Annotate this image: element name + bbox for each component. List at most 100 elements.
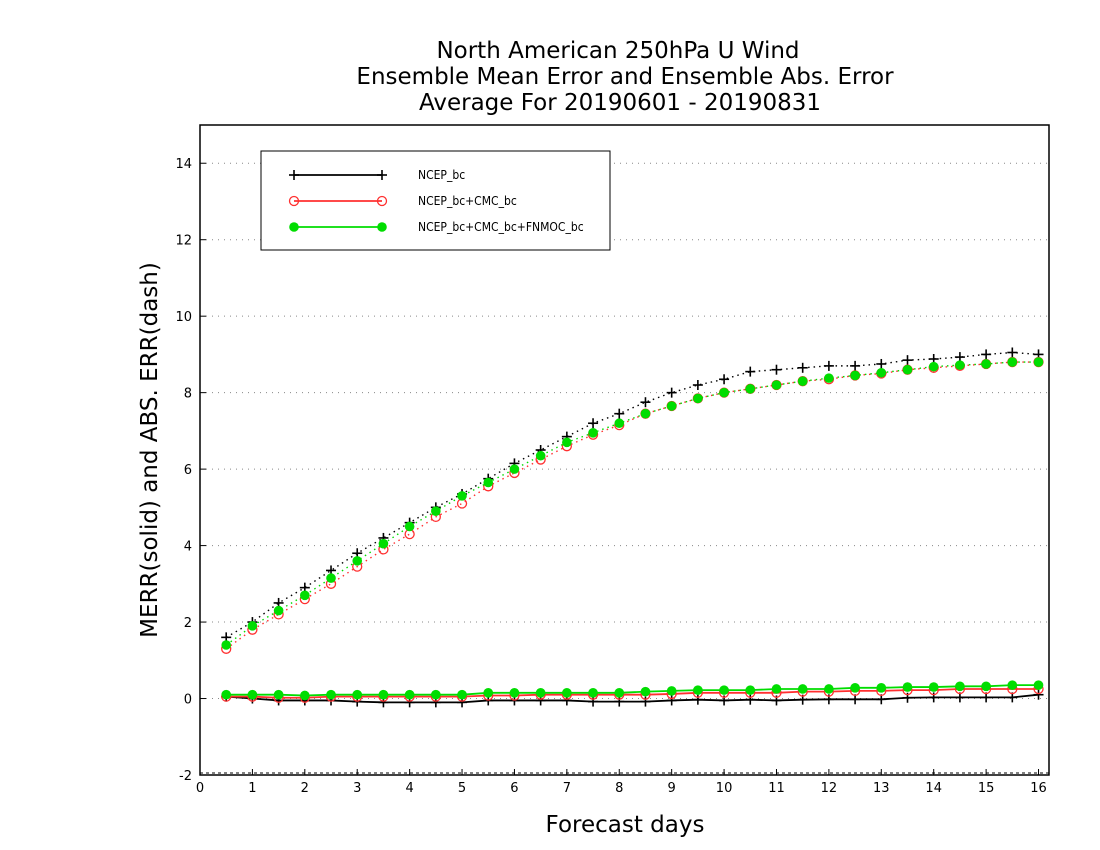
legend-item: NCEP_bc+CMC_bc+FNMOC_bc [289,220,584,234]
data-point-abs-err [719,374,730,385]
y-tick-label: 10 [175,310,192,325]
data-point-abs-err [352,556,363,566]
data-point-merr [457,689,467,700]
x-tick-label: 3 [353,781,361,796]
data-point-abs-err [823,360,834,371]
legend-marker [376,195,388,207]
data-point-abs-err [876,358,887,369]
data-point-merr [483,687,494,698]
data-point-merr [378,689,389,700]
data-point-abs-err [640,408,651,419]
y-tick-label: 6 [184,463,192,478]
data-point-merr [666,686,677,696]
legend-label: NCEP_bc+CMC_bc [418,194,517,208]
data-point-abs-err [850,370,860,381]
data-point-merr [273,689,284,700]
data-point-merr [247,689,258,700]
data-point-merr [797,684,808,694]
legend-marker [377,170,387,180]
chart-title-line-3: Average For 20190601 - 20190831 [419,90,821,116]
data-point-abs-err [562,437,572,448]
data-point-merr [614,687,625,698]
data-point-abs-err [431,506,441,516]
x-axis-ticks: 0 1 2 3 4 5 6 7 8 9 10 11 12 13 14 15 16 [196,769,1047,796]
plot-frame [199,124,1050,776]
y-tick-label: 0 [184,693,192,708]
data-point-abs-err [300,590,310,601]
legend-marker [288,195,300,207]
data-point-abs-err [326,573,336,583]
x-tick-label: 2 [301,781,309,796]
data-point-abs-err [771,380,782,390]
x-tick-label: 11 [768,781,785,796]
chart-title-line-1: North American 250hPa U Wind [436,38,799,64]
data-point-merr [1033,689,1044,700]
data-point-merr [666,695,677,706]
data-point-merr [509,687,520,698]
x-tick-label: 15 [978,781,995,796]
data-point-abs-err [1007,357,1018,367]
data-point-merr [562,687,572,698]
data-point-merr [745,685,756,695]
data-point-merr [640,686,651,697]
series-0 [221,347,1044,708]
series-1 [221,356,1044,703]
data-point-abs-err [404,521,415,532]
y-tick-label: 14 [175,157,192,172]
grid-lines [200,162,1049,774]
data-point-merr [431,689,441,700]
data-point-abs-err [1033,357,1044,367]
x-tick-label: 1 [248,781,256,796]
x-tick-label: 6 [510,781,518,796]
data-point-merr [352,689,363,700]
x-tick-label: 5 [458,781,466,796]
legend-label: NCEP_bc+CMC_bc+FNMOC_bc [418,220,584,234]
data-point-abs-err [797,362,808,373]
data-point-abs-err [902,364,913,375]
data-point-merr [326,689,336,700]
data-point-abs-err [221,640,232,650]
data-point-abs-err [509,464,520,474]
data-point-merr [955,681,965,692]
data-point-merr [928,682,939,692]
legend-marker [289,222,299,232]
x-tick-label: 4 [405,781,413,796]
data-point-abs-err [981,359,991,369]
y-tick-label: 12 [175,234,192,249]
chart-title: North American 250hPa U Wind Ensemble Me… [356,38,894,116]
y-tick-label: 2 [184,616,192,631]
legend-label: NCEP_bc [418,168,465,182]
data-point-abs-err [771,364,782,375]
data-point-abs-err [1007,347,1018,358]
data-point-abs-err [378,538,389,549]
data-point-merr [300,690,310,701]
data-point-abs-err [955,360,965,370]
data-point-abs-err [981,349,992,360]
data-point-merr [981,681,991,692]
x-tick-label: 8 [615,781,623,796]
x-tick-label: 16 [1030,781,1047,796]
x-tick-label: 9 [668,781,676,796]
x-axis-label: Forecast days [546,812,705,838]
data-point-abs-err [247,621,258,631]
data-point-merr [588,687,598,698]
x-tick-label: 12 [821,781,838,796]
data-point-abs-err [588,427,598,438]
data-point-merr [404,689,415,700]
data-point-abs-err [483,477,494,488]
data-point-merr [876,683,887,693]
data-point-abs-err [719,387,729,398]
data-point-abs-err [928,361,939,372]
series-2 [221,357,1044,701]
data-point-abs-err [797,376,808,386]
data-point-merr [850,683,860,693]
data-point-abs-err [824,373,834,383]
x-tick-label: 0 [196,781,204,796]
data-point-abs-err [614,418,625,429]
y-tick-label: -2 [179,769,192,784]
series-line-merr [226,688,1039,699]
data-point-merr [640,696,651,707]
data-point-merr [221,689,232,700]
data-point-merr [745,694,756,705]
